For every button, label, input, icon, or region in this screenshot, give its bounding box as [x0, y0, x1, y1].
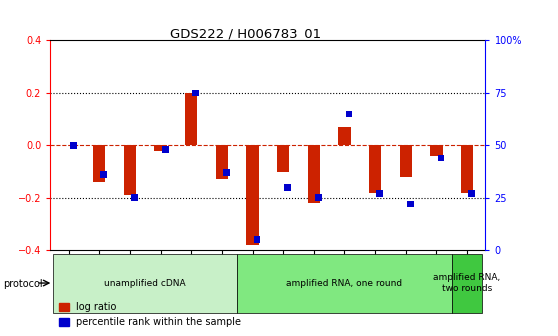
- Text: amplified RNA, one round: amplified RNA, one round: [286, 279, 402, 288]
- Bar: [369, 145, 381, 193]
- Bar: [185, 93, 198, 145]
- Bar: [430, 145, 442, 156]
- Bar: [247, 145, 259, 245]
- Text: unamplified cDNA: unamplified cDNA: [104, 279, 186, 288]
- Bar: [100, 171, 107, 178]
- Bar: [277, 145, 289, 171]
- Bar: [193, 89, 199, 96]
- Bar: [131, 195, 138, 201]
- Bar: [437, 155, 444, 161]
- Bar: [468, 190, 475, 197]
- Bar: [93, 145, 105, 182]
- Text: protocol: protocol: [3, 279, 42, 289]
- FancyBboxPatch shape: [452, 254, 483, 312]
- FancyBboxPatch shape: [237, 254, 452, 312]
- Bar: [70, 142, 76, 149]
- Bar: [338, 127, 350, 145]
- Bar: [124, 145, 136, 195]
- FancyBboxPatch shape: [53, 254, 237, 312]
- Text: GDS222 / H006783_01: GDS222 / H006783_01: [170, 27, 321, 40]
- Bar: [407, 201, 413, 207]
- Bar: [376, 190, 383, 197]
- Bar: [315, 195, 322, 201]
- Bar: [216, 145, 228, 179]
- Bar: [307, 145, 320, 203]
- Bar: [162, 146, 169, 153]
- Text: amplified RNA,
two rounds: amplified RNA, two rounds: [434, 274, 501, 293]
- Bar: [285, 184, 291, 191]
- Bar: [155, 145, 167, 151]
- Bar: [461, 145, 473, 193]
- Legend: log ratio, percentile rank within the sample: log ratio, percentile rank within the sa…: [55, 298, 246, 331]
- Bar: [223, 169, 230, 176]
- Bar: [254, 237, 261, 243]
- Bar: [400, 145, 412, 177]
- Bar: [346, 111, 353, 117]
